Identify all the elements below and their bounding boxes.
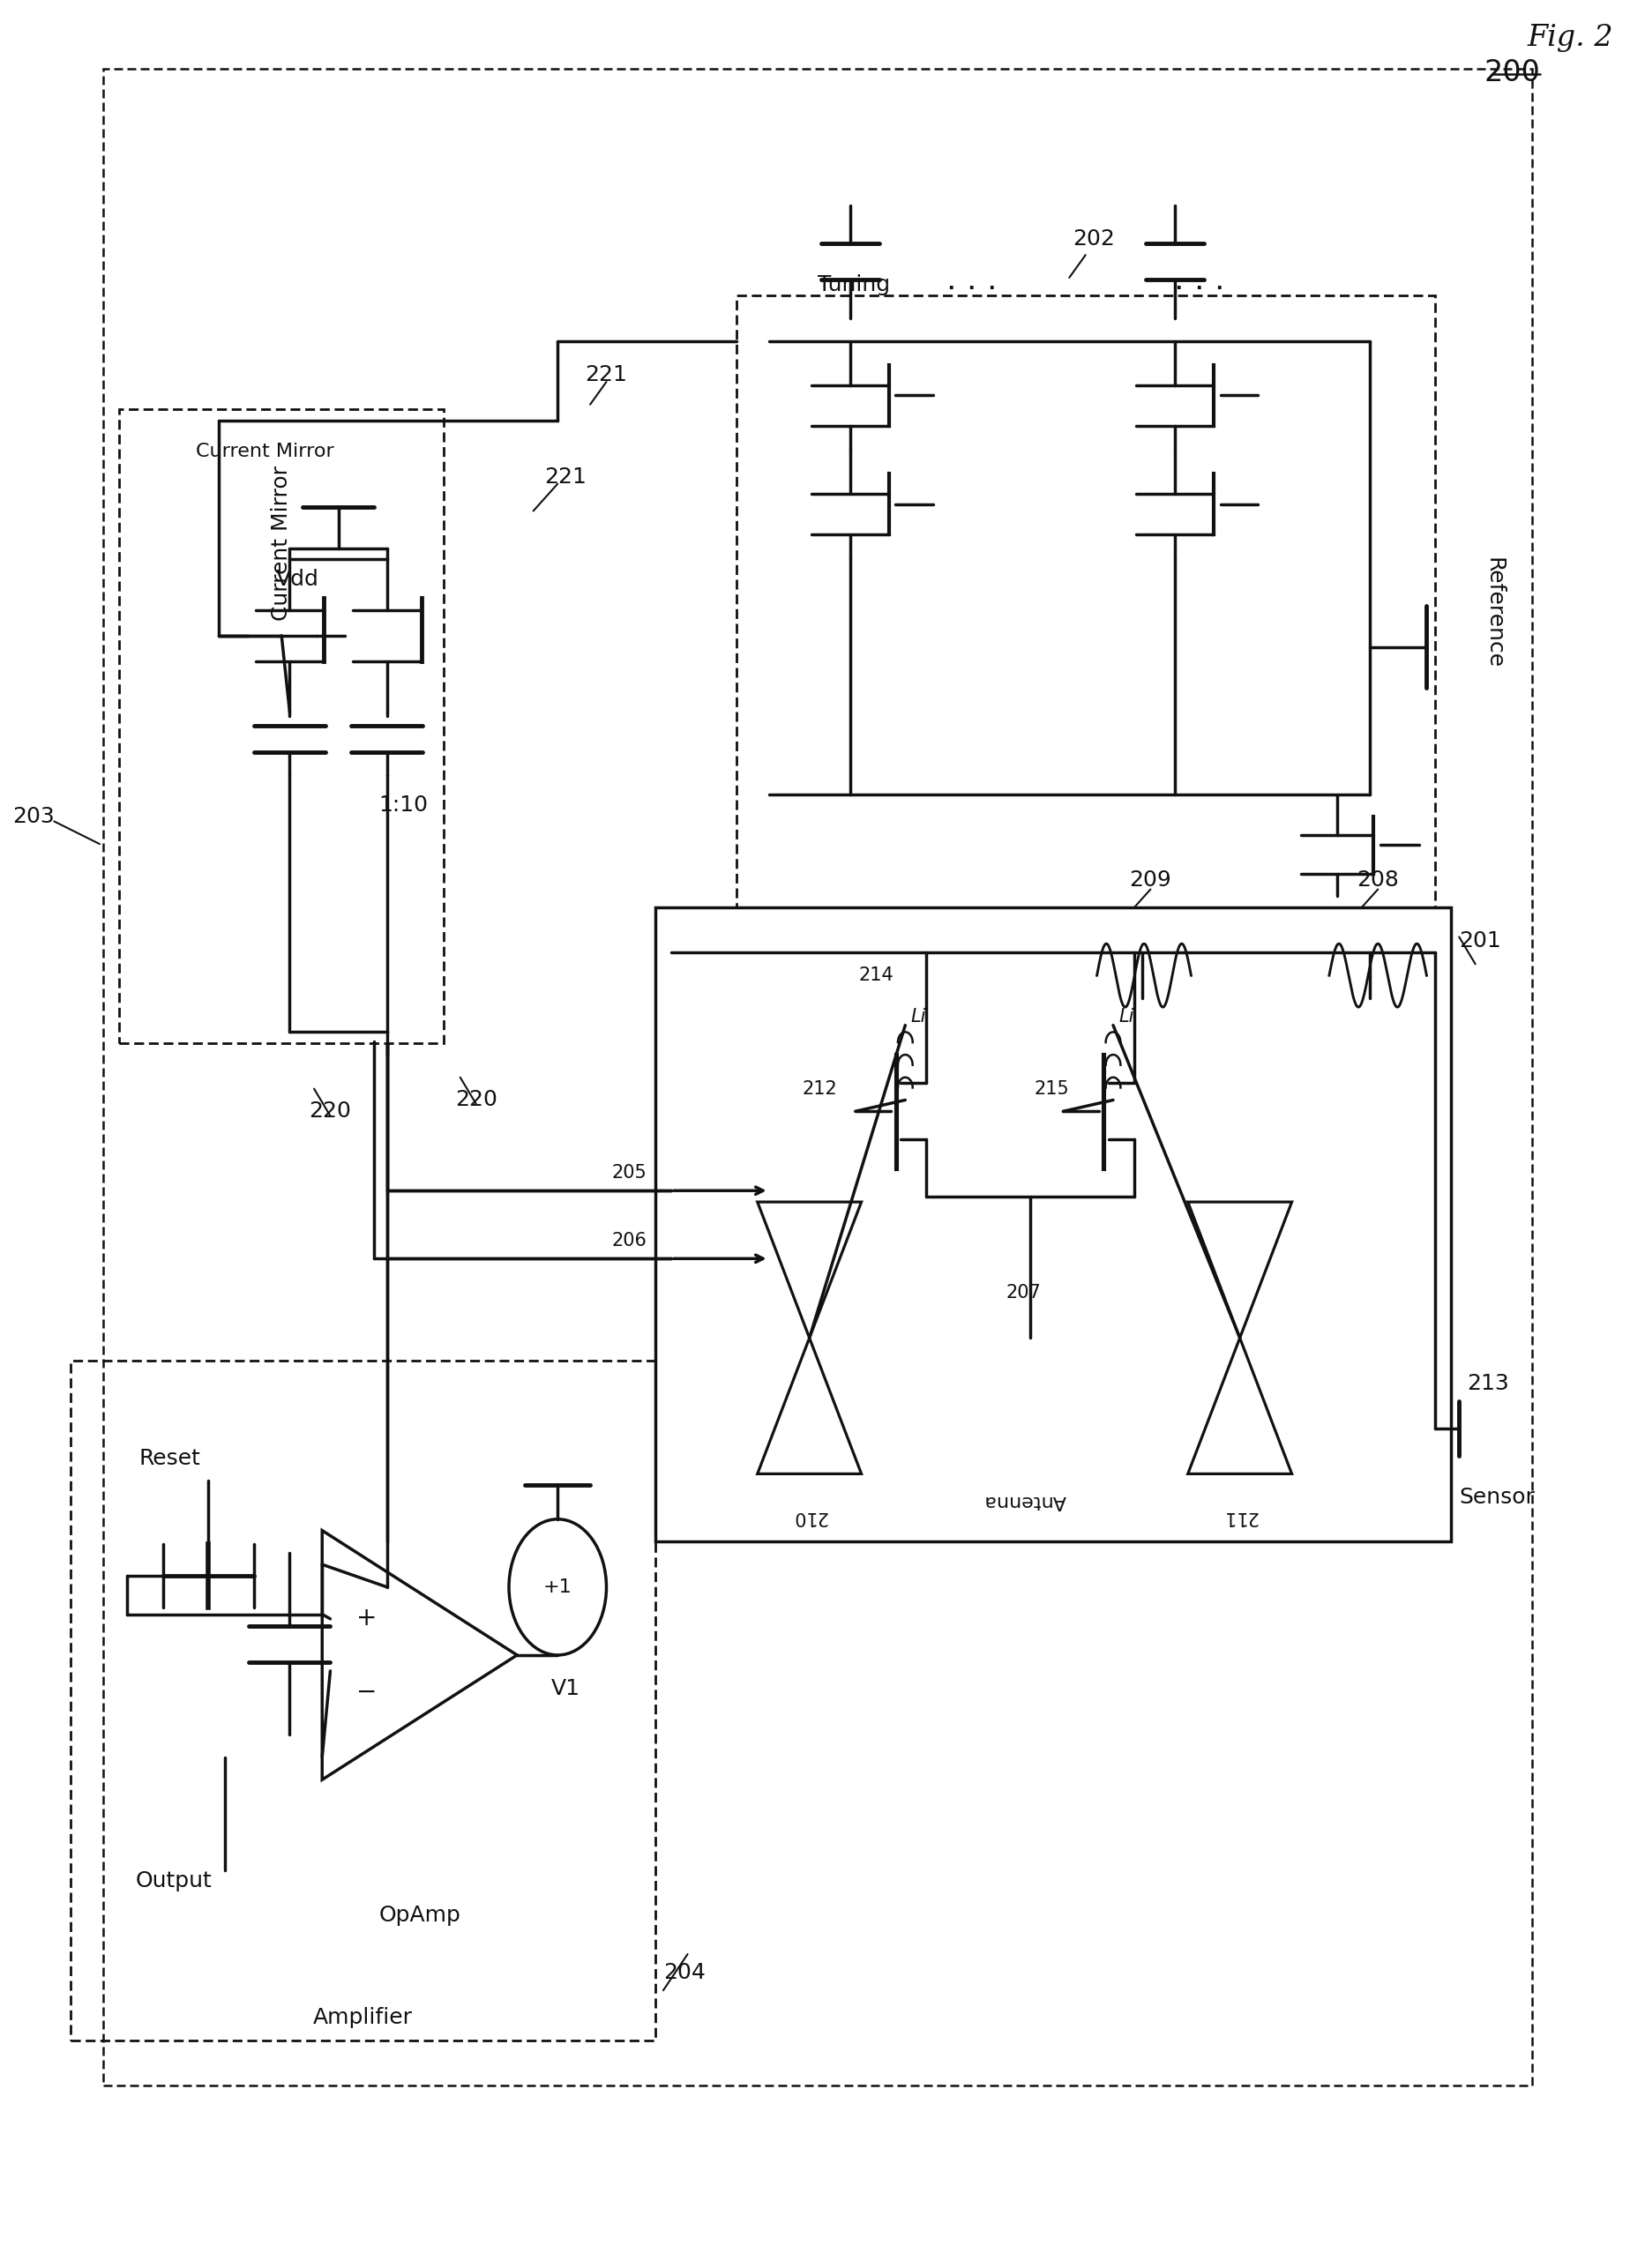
Text: +1: +1 <box>543 1579 572 1597</box>
Text: 212: 212 <box>802 1080 836 1098</box>
Text: V1: V1 <box>551 1678 580 1699</box>
Bar <box>103 70 1531 2087</box>
Text: 221: 221 <box>544 467 587 488</box>
Text: 215: 215 <box>1033 1080 1069 1098</box>
Text: Reset: Reset <box>139 1449 200 1470</box>
Text: OpAmp: OpAmp <box>378 1905 460 1926</box>
Bar <box>119 408 443 1043</box>
Text: Output: Output <box>135 1871 212 1892</box>
Text: +: + <box>357 1606 377 1631</box>
Text: 206: 206 <box>611 1232 647 1250</box>
Text: 203: 203 <box>11 805 54 828</box>
Text: 1:10: 1:10 <box>378 794 427 816</box>
Text: 220: 220 <box>455 1089 497 1111</box>
Text: Vdd: Vdd <box>275 569 319 590</box>
Text: Current Mirror: Current Mirror <box>196 442 334 460</box>
Text: · · ·: · · · <box>1174 274 1224 304</box>
Text: Tuning: Tuning <box>817 274 890 295</box>
Bar <box>655 907 1451 1542</box>
Text: 204: 204 <box>663 1962 706 1984</box>
Text: 214: 214 <box>859 966 893 984</box>
Text: 209: 209 <box>1130 869 1170 891</box>
Text: Amplifier: Amplifier <box>313 2007 412 2028</box>
Text: 221: 221 <box>585 365 628 386</box>
Text: Fig. 2: Fig. 2 <box>1526 25 1612 52</box>
Text: −: − <box>357 1681 377 1706</box>
Text: 220: 220 <box>310 1100 350 1123</box>
Text: 211: 211 <box>1221 1508 1257 1526</box>
Text: 210: 210 <box>792 1508 826 1526</box>
Text: · · ·: · · · <box>945 274 996 304</box>
Bar <box>735 295 1434 907</box>
Text: 205: 205 <box>611 1163 647 1182</box>
Text: Current Mirror: Current Mirror <box>271 465 292 621</box>
Bar <box>70 1361 655 2041</box>
Text: 201: 201 <box>1459 930 1501 950</box>
Text: 200: 200 <box>1483 59 1539 86</box>
Text: Sensor: Sensor <box>1459 1486 1534 1508</box>
Text: 207: 207 <box>1006 1284 1042 1302</box>
Text: Li: Li <box>1118 1007 1133 1025</box>
Text: 202: 202 <box>1073 229 1115 249</box>
Text: Li: Li <box>910 1007 926 1025</box>
Text: Antenna: Antenna <box>983 1492 1066 1510</box>
Text: Reference: Reference <box>1483 558 1504 669</box>
Text: 208: 208 <box>1356 869 1399 891</box>
Text: 213: 213 <box>1467 1372 1508 1395</box>
